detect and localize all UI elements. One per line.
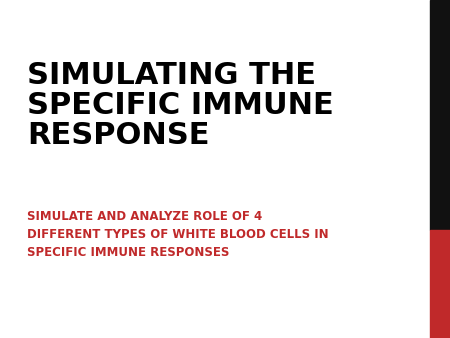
Bar — [430, 230, 450, 338]
Text: SIMULATING THE
SPECIFIC IMMUNE
RESPONSE: SIMULATING THE SPECIFIC IMMUNE RESPONSE — [27, 61, 334, 150]
Text: SIMULATE AND ANALYZE ROLE OF 4
DIFFERENT TYPES OF WHITE BLOOD CELLS IN
SPECIFIC : SIMULATE AND ANALYZE ROLE OF 4 DIFFERENT… — [27, 210, 328, 259]
Bar — [430, 0, 450, 230]
